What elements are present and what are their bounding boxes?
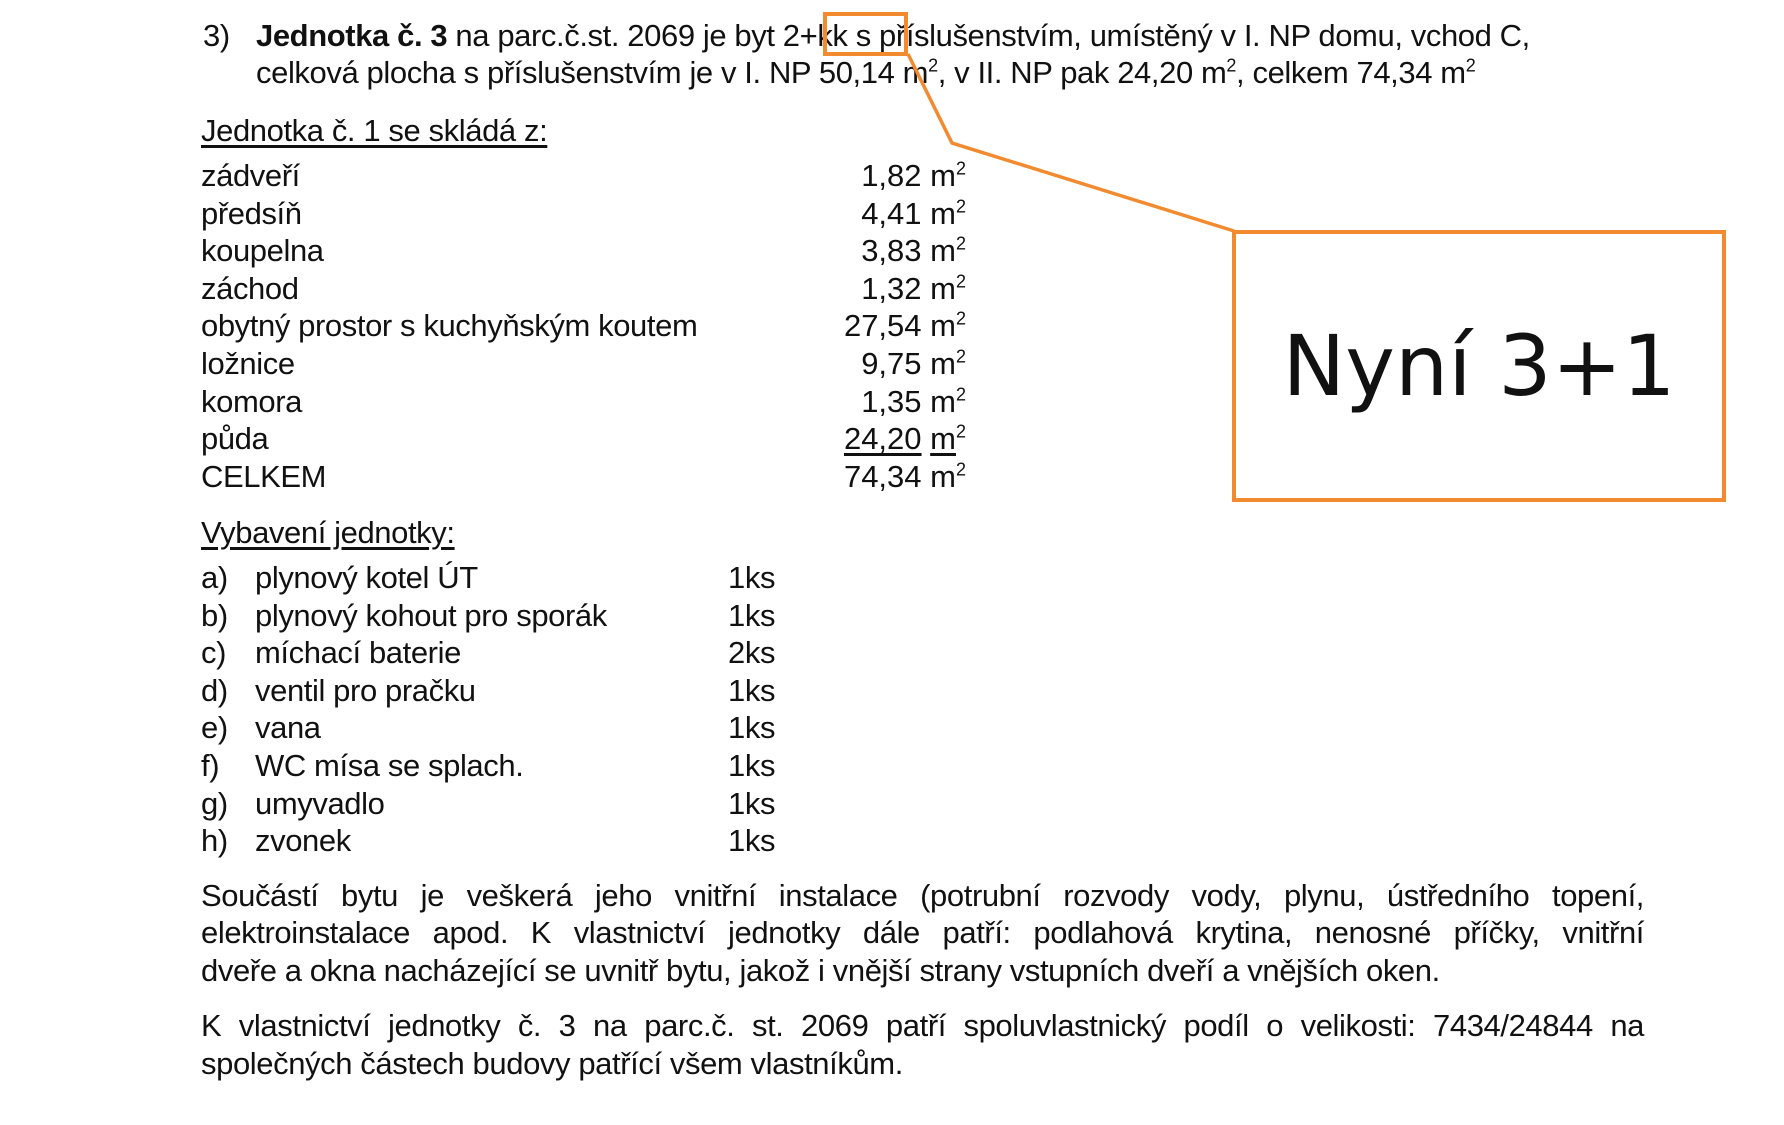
area-value: 27,54 <box>843 308 922 344</box>
equipment-letter: a) <box>201 560 228 595</box>
heading-text: , celkem 74,34 m <box>1236 55 1466 90</box>
room-area: 4,41 m2 <box>766 196 966 232</box>
room-area: 74,34 m2 <box>766 459 966 495</box>
paragraph-line: elektroinstalace apod. K vlastnictví jed… <box>201 915 1644 950</box>
room-name: půda <box>201 421 269 457</box>
room-name: předsíň <box>201 195 302 231</box>
rooms-title: Jednotka č. 1 se skládá z: <box>201 113 548 148</box>
equipment-letter: h) <box>201 823 228 859</box>
area-unit: m <box>930 458 956 494</box>
area-unit: m <box>930 158 956 193</box>
heading-text: s příslušenstvím, umístěný v I. NP domu,… <box>847 18 1531 53</box>
heading-line-2: celková plocha s příslušenstvím je v I. … <box>256 55 1476 91</box>
equipment-count: 1ks <box>728 785 776 821</box>
callout-line <box>906 53 1235 233</box>
area-value: 1,32 <box>861 270 922 306</box>
equipment-name: plynový kotel ÚT <box>255 560 478 595</box>
equipment-name: vana <box>255 710 321 746</box>
superscript: 2 <box>955 346 966 367</box>
paragraph-line: společných částech budovy patřící všem v… <box>201 1046 903 1081</box>
equipment-name: plynový kohout pro sporák <box>255 597 607 633</box>
highlight-box <box>823 12 908 56</box>
equipment-letter: c) <box>201 635 227 671</box>
room-area: 1,35 m2 <box>766 384 966 420</box>
area-unit: m <box>930 270 956 306</box>
equipment-letter: f) <box>201 748 220 783</box>
equipment-count: 1ks <box>728 710 776 746</box>
area-value: 1,35 <box>861 383 922 419</box>
area-unit: m <box>930 308 956 344</box>
equipment-count: 2ks <box>728 635 776 671</box>
area-value: 1,82 <box>861 158 922 193</box>
room-area: 24,20 m2 <box>766 421 966 457</box>
equipment-title: Vybavení jednotky: <box>201 515 455 550</box>
annotation-text: Nyní 3+1 <box>1282 317 1676 415</box>
area-unit: m <box>930 421 956 457</box>
superscript: 2 <box>955 309 966 330</box>
room-name: komora <box>201 383 302 419</box>
superscript: 2 <box>1465 55 1476 76</box>
room-name: CELKEM <box>201 458 327 494</box>
room-area: 1,32 m2 <box>766 271 966 307</box>
superscript: 2 <box>1226 55 1237 76</box>
equipment-name: míchací baterie <box>255 635 461 671</box>
room-area: 3,83 m2 <box>766 233 966 269</box>
area-unit: m <box>930 346 956 381</box>
annotation-callout: Nyní 3+1 <box>1232 230 1726 502</box>
room-name: koupelna <box>201 233 324 269</box>
highlighted-layout: 2+kk <box>782 18 848 53</box>
superscript: 2 <box>955 233 966 254</box>
equipment-count: 1ks <box>728 560 776 595</box>
equipment-letter: d) <box>201 672 228 708</box>
area-value: 9,75 <box>861 346 922 381</box>
superscript: 2 <box>955 271 966 292</box>
heading-text: , v II. NP pak 24,20 m <box>937 55 1227 90</box>
heading-line-1: 3) Jednotka č. 3 na parc.č.st. 2069 je by… <box>203 18 1644 54</box>
paragraph-line: dveře a okna nacházející se uvnitř bytu,… <box>201 953 1440 988</box>
superscript: 2 <box>955 421 966 442</box>
area-unit: m <box>930 383 956 419</box>
equipment-letter: b) <box>201 597 228 633</box>
equipment-count: 1ks <box>728 597 776 633</box>
superscript: 2 <box>955 158 966 179</box>
equipment-letter: e) <box>201 710 228 746</box>
item-number: 3) <box>203 18 230 53</box>
room-area: 9,75 m2 <box>766 346 966 382</box>
room-area: 1,82 m2 <box>766 158 966 194</box>
paragraph-line: K vlastnictví jednotky č. 3 na parc.č. s… <box>201 1008 1644 1043</box>
superscript: 2 <box>955 459 966 480</box>
area-value: 3,83 <box>861 233 922 269</box>
room-name: záchod <box>201 270 299 306</box>
area-value: 74,34 <box>843 458 922 494</box>
room-name: obytný prostor s kuchyňským koutem <box>201 308 698 344</box>
equipment-name: umyvadlo <box>255 785 385 821</box>
unit-title: Jednotka č. 3 <box>256 18 448 53</box>
equipment-letter: g) <box>201 785 228 821</box>
paragraph-line: Součástí bytu je veškerá jeho vnitřní in… <box>201 878 1644 913</box>
superscript: 2 <box>955 196 966 217</box>
superscript: 2 <box>928 55 938 76</box>
area-unit: m <box>930 195 956 231</box>
area-unit: m <box>930 233 956 269</box>
heading-text: celková plocha s příslušenstvím je v I. … <box>256 55 929 90</box>
heading-text: na parc.č.st. 2069 je byt <box>447 18 783 53</box>
equipment-name: WC mísa se splach. <box>255 748 524 783</box>
equipment-count: 1ks <box>728 672 776 708</box>
equipment-count: 1ks <box>728 748 776 783</box>
area-value: 4,41 <box>861 195 922 231</box>
area-value: 24,20 <box>843 421 922 457</box>
equipment-name: zvonek <box>255 823 351 859</box>
superscript: 2 <box>955 384 966 405</box>
room-area: 27,54 m2 <box>766 308 966 344</box>
room-name: ložnice <box>201 346 295 381</box>
equipment-name: ventil pro pračku <box>255 672 476 708</box>
equipment-count: 1ks <box>728 823 776 859</box>
room-name: zádveří <box>201 158 300 193</box>
